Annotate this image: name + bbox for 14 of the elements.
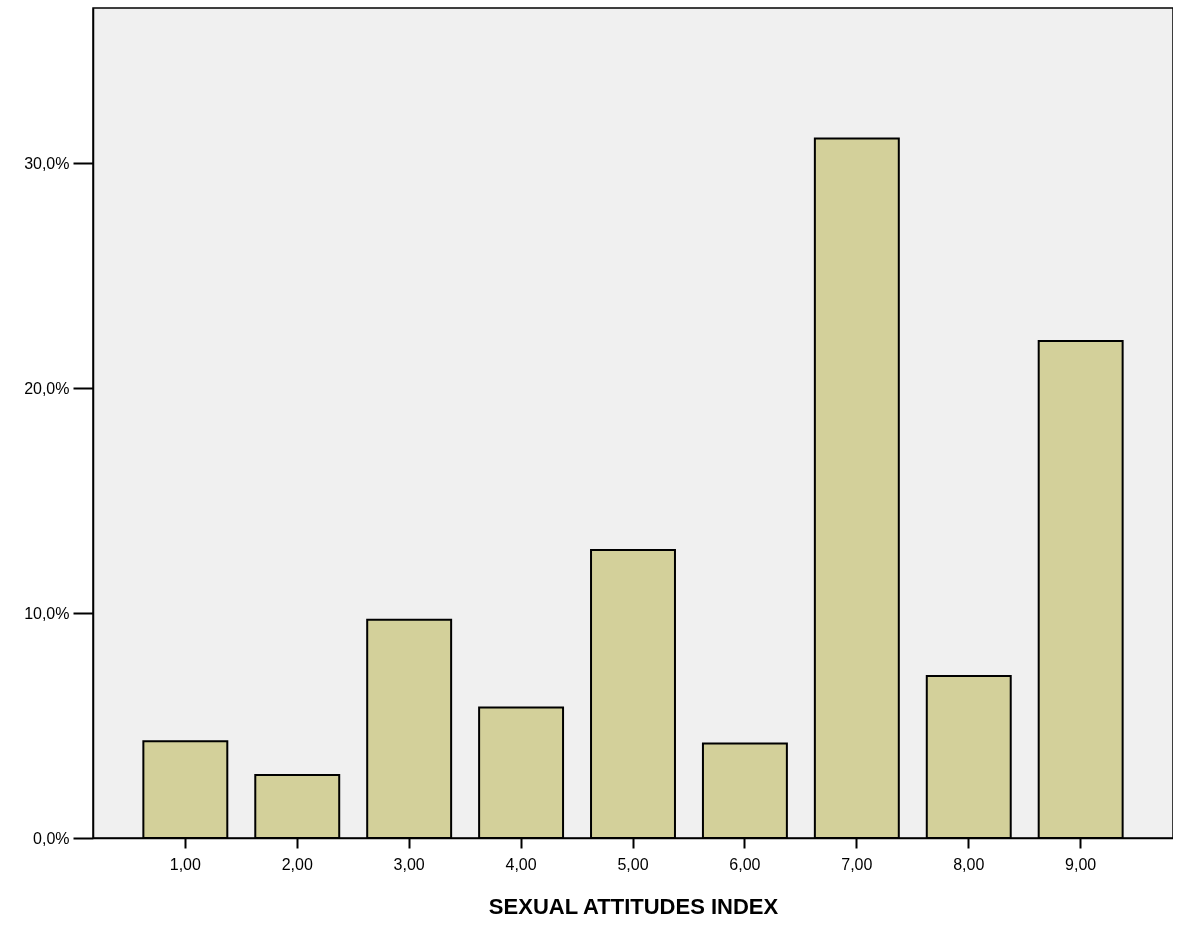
y-tick-label: 0,0% — [33, 829, 70, 847]
y-tick-label: 20,0% — [24, 379, 70, 397]
y-tick-label: 30,0% — [24, 154, 70, 172]
x-tick-label: 2,00 — [281, 855, 313, 873]
x-tick-label: 7,00 — [841, 855, 873, 873]
x-tick-label: 5,00 — [617, 855, 649, 873]
x-tick-label: 9,00 — [1065, 855, 1097, 873]
x-axis-title: SEXUAL ATTITUDES INDEX — [488, 893, 779, 919]
x-tick-label: 6,00 — [729, 855, 761, 873]
x-tick-label: 8,00 — [953, 855, 985, 873]
x-tick-label: 3,00 — [393, 855, 425, 873]
y-tick-label: 10,0% — [24, 604, 70, 622]
x-tick-label: 4,00 — [505, 855, 537, 873]
x-tick-label: 1,00 — [169, 855, 201, 873]
